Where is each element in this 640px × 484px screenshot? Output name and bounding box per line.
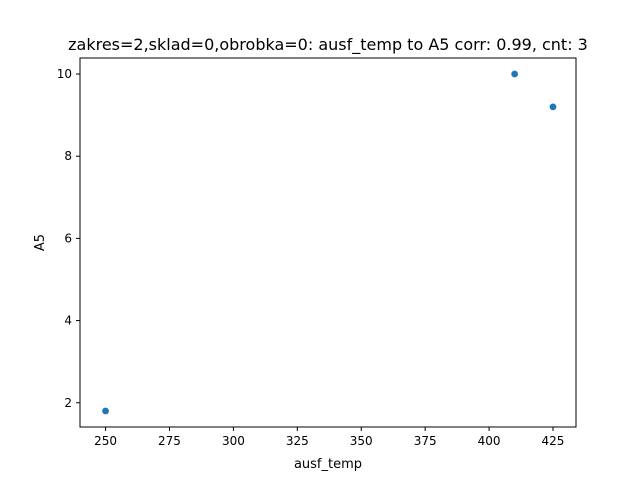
data-point xyxy=(102,407,109,415)
tick-layer: 250 275 300 325 350 375 400 425 2 4 6 8 10 xyxy=(57,67,565,448)
x-tick-label: 300 xyxy=(222,434,245,448)
y-tick-label: 8 xyxy=(64,149,72,163)
data-point xyxy=(511,70,519,78)
y-tick-label: 2 xyxy=(64,396,72,410)
x-tick-label: 250 xyxy=(94,434,117,448)
points-layer xyxy=(102,70,557,415)
y-tick-label: 10 xyxy=(57,67,72,81)
y-tick-label: 6 xyxy=(64,231,72,245)
y-axis-label: A5 xyxy=(33,234,48,251)
plot-area-frame xyxy=(79,57,577,428)
x-tick-label: 425 xyxy=(542,434,565,448)
y-tick-label: 4 xyxy=(64,314,72,328)
data-point xyxy=(549,103,557,111)
x-tick-label: 325 xyxy=(286,434,309,448)
x-tick-label: 375 xyxy=(414,434,437,448)
x-axis-label: ausf_temp xyxy=(294,457,362,472)
x-tick-label: 350 xyxy=(350,434,373,448)
x-tick-label: 400 xyxy=(478,434,501,448)
chart-title: zakres=2,sklad=0,obrobka=0: ausf_temp to… xyxy=(68,35,588,55)
x-tick-label: 275 xyxy=(158,434,181,448)
